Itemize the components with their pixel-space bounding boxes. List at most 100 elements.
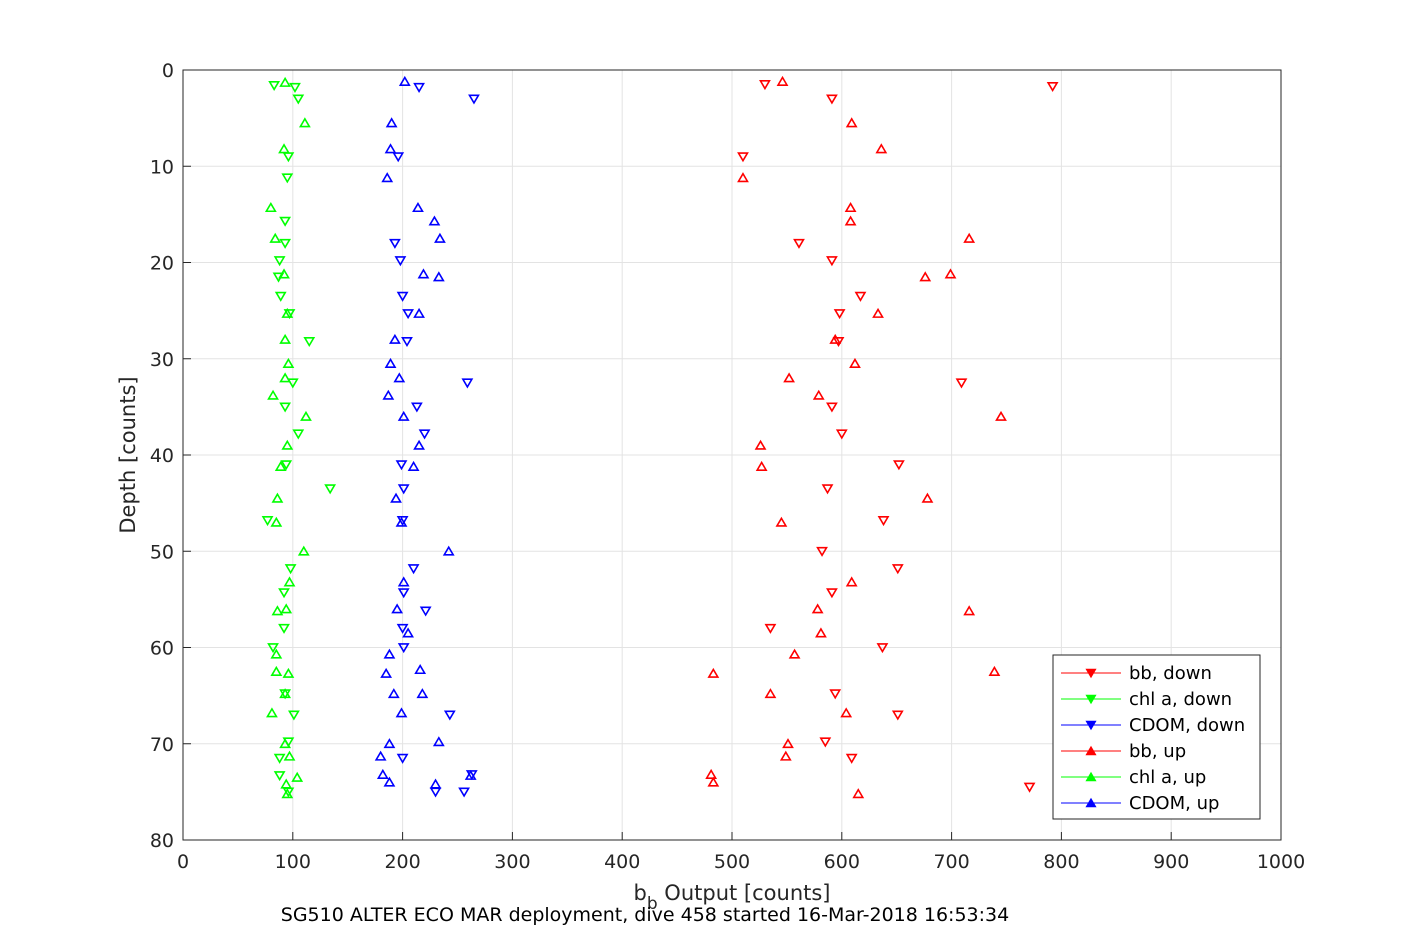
legend-label: CDOM, down	[1129, 715, 1245, 736]
data-point	[872, 307, 884, 318]
data-point	[394, 256, 407, 267]
series-4	[264, 76, 312, 799]
y-tick-label: 80	[150, 830, 174, 852]
data-point	[816, 546, 828, 557]
data-point	[271, 605, 284, 616]
legend-box	[1052, 654, 1261, 820]
data-point	[270, 665, 283, 676]
data-point	[387, 688, 400, 699]
legend-label: chl a, up	[1129, 767, 1206, 788]
data-point	[389, 333, 401, 344]
data-point	[737, 152, 749, 163]
legend-marker	[1085, 745, 1097, 756]
data-point	[397, 576, 410, 587]
data-point	[919, 271, 932, 282]
data-point	[376, 768, 389, 779]
data-point	[442, 545, 455, 556]
data-point	[829, 689, 842, 700]
data-point	[273, 753, 286, 764]
data-point	[391, 603, 404, 614]
x-tick-label: 900	[1153, 851, 1189, 873]
legend-entry: chl a, down	[1061, 689, 1232, 710]
data-point	[383, 776, 396, 787]
data-point	[381, 172, 394, 183]
data-point	[877, 516, 890, 527]
y-tick-label: 30	[150, 349, 174, 371]
legend-entry: chl a, up	[1061, 767, 1206, 788]
data-point	[289, 82, 301, 93]
x-tick-label: 300	[494, 851, 530, 873]
y-tick-label: 40	[150, 445, 174, 467]
y-tick-label: 50	[150, 541, 174, 563]
y-tick-label: 60	[150, 638, 174, 660]
data-point	[402, 309, 414, 320]
x-tick-label: 600	[824, 851, 860, 873]
data-point	[267, 389, 279, 400]
legend-marker	[1085, 720, 1097, 731]
data-point	[395, 460, 408, 471]
data-point	[832, 337, 845, 348]
data-point	[397, 643, 410, 654]
x-tick-label: 700	[933, 851, 969, 873]
data-point	[845, 576, 858, 587]
x-tick-label: 100	[275, 851, 311, 873]
data-point	[402, 627, 414, 638]
data-point	[281, 439, 294, 450]
data-point	[401, 337, 413, 348]
data-point	[428, 215, 441, 226]
data-point	[279, 402, 292, 413]
data-point	[432, 271, 445, 282]
data-point	[891, 710, 904, 721]
x-tick-label: 800	[1043, 851, 1079, 873]
series-0	[737, 80, 1059, 793]
data-point	[392, 152, 405, 163]
data-point	[303, 337, 316, 348]
data-point	[396, 623, 409, 634]
data-point	[755, 460, 768, 471]
data-point	[279, 238, 292, 249]
data-point	[705, 768, 718, 779]
data-point	[287, 710, 300, 721]
data-point	[417, 268, 430, 279]
data-point	[292, 429, 305, 440]
data-point	[434, 232, 446, 243]
data-point	[280, 603, 293, 614]
legend-marker	[1085, 797, 1097, 808]
data-point	[279, 372, 292, 383]
caption: SG510 ALTER ECO MAR deployment, dive 458…	[280, 904, 1010, 926]
data-point	[892, 460, 905, 471]
data-point	[826, 94, 838, 105]
data-point	[273, 256, 286, 267]
data-point	[845, 117, 858, 128]
data-point	[413, 439, 425, 450]
y-tick-label: 70	[150, 734, 174, 756]
y-tick-label: 10	[150, 156, 174, 178]
data-point	[921, 492, 934, 503]
y-axis: 0 10 20 30 40 50 60 70 80	[150, 60, 191, 852]
data-point	[833, 309, 846, 320]
data-point	[819, 737, 832, 748]
data-point	[269, 232, 282, 243]
data-point	[264, 202, 277, 213]
legend-marker	[1085, 771, 1097, 782]
data-point	[468, 94, 480, 105]
y-axis-label: Depth [counts]	[116, 376, 140, 533]
data-point	[396, 291, 409, 302]
data-point	[278, 143, 290, 154]
data-point	[284, 564, 297, 575]
data-point	[464, 769, 477, 780]
data-point	[374, 750, 387, 761]
data-point	[261, 516, 274, 527]
data-point	[283, 309, 296, 320]
series-2	[389, 82, 480, 798]
data-point	[282, 357, 295, 368]
legend-marker	[1085, 694, 1097, 705]
data-point	[410, 402, 423, 413]
y-tick-label: 20	[150, 253, 174, 275]
y-tick-label: 0	[162, 60, 174, 82]
data-point	[271, 492, 284, 503]
data-point	[279, 738, 292, 749]
data-point	[281, 788, 294, 799]
x-tick-label: 400	[604, 851, 640, 873]
data-point	[266, 707, 278, 718]
